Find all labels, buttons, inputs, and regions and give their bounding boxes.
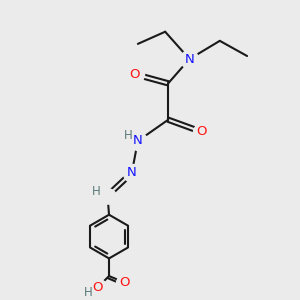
Text: O: O [196,125,207,138]
Text: H: H [84,286,93,299]
Text: O: O [120,276,130,289]
Text: N: N [133,134,143,148]
Text: H: H [124,129,133,142]
Text: N: N [184,52,194,65]
Text: O: O [92,281,103,294]
Text: H: H [92,184,100,198]
Text: N: N [127,166,137,179]
Text: O: O [130,68,140,81]
